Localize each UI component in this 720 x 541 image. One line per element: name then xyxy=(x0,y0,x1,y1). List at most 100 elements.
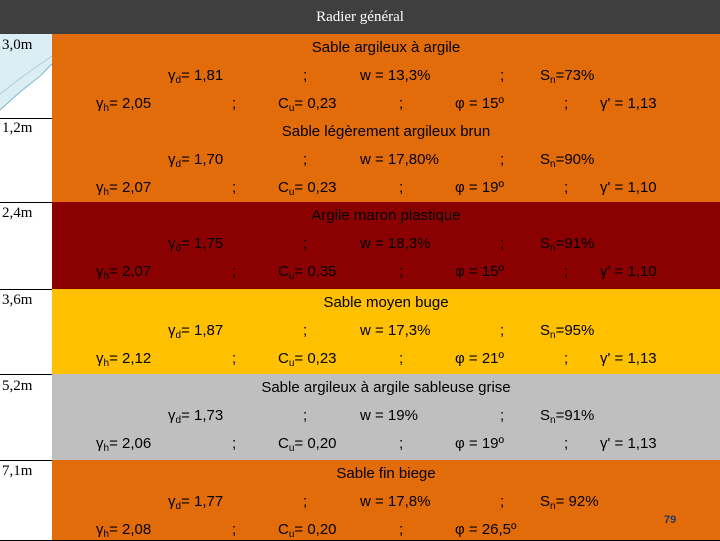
param-phi: φ = 15º xyxy=(455,95,504,112)
param-sn: Sn=91% xyxy=(540,235,594,254)
param-gd: γd= 1,70 xyxy=(168,151,223,170)
param-phi: φ = 26,5º xyxy=(455,521,517,538)
param-symbol: γ xyxy=(96,95,104,112)
separator-semicolon: ; xyxy=(399,263,404,280)
param-value: = 1,77 xyxy=(181,493,224,510)
separator-semicolon: ; xyxy=(303,322,308,339)
param-gp: γ' = 1,10 xyxy=(600,179,657,196)
param-gh: γh= 2,06 xyxy=(96,435,151,454)
layer-2 xyxy=(52,118,720,202)
param-w: w = 19% xyxy=(360,407,418,424)
param-symbol: C xyxy=(278,350,289,367)
param-value: = 0,23 xyxy=(294,179,337,196)
layer-depth: 1,2m xyxy=(2,120,33,136)
param-subscript: d xyxy=(175,75,182,86)
param-subscript: n xyxy=(550,415,556,426)
param-cu: Cu= 0,35 xyxy=(278,263,337,282)
separator-semicolon: ; xyxy=(303,67,308,84)
param-value: = 2,07 xyxy=(109,263,152,280)
param-gd: γd= 1,75 xyxy=(168,235,223,254)
separator-semicolon: ; xyxy=(500,322,505,339)
layer-name: Sable moyen buge xyxy=(323,294,449,311)
param-w: w = 18,3% xyxy=(360,235,431,252)
param-gh: γh= 2,07 xyxy=(96,263,151,282)
param-value: = 2,06 xyxy=(109,435,152,452)
param-value: = 92% xyxy=(555,493,599,510)
separator-semicolon: ; xyxy=(303,235,308,252)
param-subscript: h xyxy=(103,271,110,282)
param-value: = 0,23 xyxy=(294,350,337,367)
separator-semicolon: ; xyxy=(500,407,505,424)
param-gh: γh= 2,07 xyxy=(96,179,151,198)
param-symbol: C xyxy=(278,521,289,538)
separator-semicolon: ; xyxy=(303,493,308,510)
param-sn: Sn=90% xyxy=(540,151,594,170)
page-title: Radier général xyxy=(316,9,404,25)
param-subscript: u xyxy=(288,358,295,369)
separator-semicolon: ; xyxy=(232,521,237,538)
param-subscript: n xyxy=(550,501,556,512)
param-symbol: γ xyxy=(168,67,176,84)
param-phi: φ = 15º xyxy=(455,263,504,280)
separator-semicolon: ; xyxy=(232,350,237,367)
param-symbol: γ xyxy=(96,350,104,367)
param-subscript: h xyxy=(103,529,110,540)
param-value: = 1,75 xyxy=(181,235,224,252)
param-subscript: u xyxy=(288,271,295,282)
param-cu: Cu= 0,23 xyxy=(278,95,337,114)
param-symbol: S xyxy=(540,493,551,510)
param-symbol: S xyxy=(540,67,551,84)
param-symbol: C xyxy=(278,95,289,112)
separator-semicolon: ; xyxy=(232,95,237,112)
param-symbol: S xyxy=(540,322,551,339)
page-number: 79 xyxy=(664,514,677,526)
param-symbol: γ xyxy=(168,493,176,510)
param-symbol: γ xyxy=(168,407,176,424)
separator-semicolon: ; xyxy=(564,95,569,112)
layer-name: Sable argileux à argile sableuse grise xyxy=(261,379,511,396)
param-value: = 2,08 xyxy=(109,521,152,538)
param-value: = 0,20 xyxy=(294,521,337,538)
separator-semicolon: ; xyxy=(303,151,308,168)
separator-semicolon: ; xyxy=(232,263,237,280)
decorative-wave-icon xyxy=(0,34,52,111)
separator-semicolon: ; xyxy=(500,151,505,168)
param-subscript: h xyxy=(103,103,110,114)
layer-4 xyxy=(52,289,720,374)
param-symbol: S xyxy=(540,235,551,252)
param-phi: φ = 19º xyxy=(455,435,504,452)
param-symbol: S xyxy=(540,407,551,424)
param-gp: γ' = 1,13 xyxy=(600,435,657,452)
layer-depth: 2,4m xyxy=(2,205,33,221)
param-subscript: h xyxy=(103,443,110,454)
param-cu: Cu= 0,23 xyxy=(278,350,337,369)
param-subscript: n xyxy=(550,75,556,86)
param-value: = 1,87 xyxy=(181,322,224,339)
separator-semicolon: ; xyxy=(564,179,569,196)
param-subscript: h xyxy=(103,187,110,198)
param-value: =90% xyxy=(555,151,595,168)
separator-semicolon: ; xyxy=(303,407,308,424)
param-subscript: u xyxy=(288,443,295,454)
param-subscript: h xyxy=(103,358,110,369)
param-w: w = 13,3% xyxy=(360,67,431,84)
param-value: = 2,12 xyxy=(109,350,152,367)
param-symbol: C xyxy=(278,263,289,280)
layer-depth: 7,1m xyxy=(2,463,33,479)
param-value: = 2,07 xyxy=(109,179,152,196)
separator-semicolon: ; xyxy=(500,493,505,510)
param-gh: γh= 2,12 xyxy=(96,350,151,369)
param-w: w = 17,80% xyxy=(360,151,439,168)
param-value: =95% xyxy=(555,322,595,339)
layer-name: Argile maron plastique xyxy=(311,207,461,224)
param-w: w = 17,3% xyxy=(360,322,431,339)
param-gd: γd= 1,73 xyxy=(168,407,223,426)
param-gp: γ' = 1,13 xyxy=(600,350,657,367)
separator-semicolon: ; xyxy=(564,435,569,452)
param-cu: Cu= 0,20 xyxy=(278,435,337,454)
layer-depth: 3,0m xyxy=(2,37,33,53)
layer-1 xyxy=(52,34,720,118)
param-sn: Sn=73% xyxy=(540,67,594,86)
separator-semicolon: ; xyxy=(399,521,404,538)
param-value: =91% xyxy=(555,235,595,252)
